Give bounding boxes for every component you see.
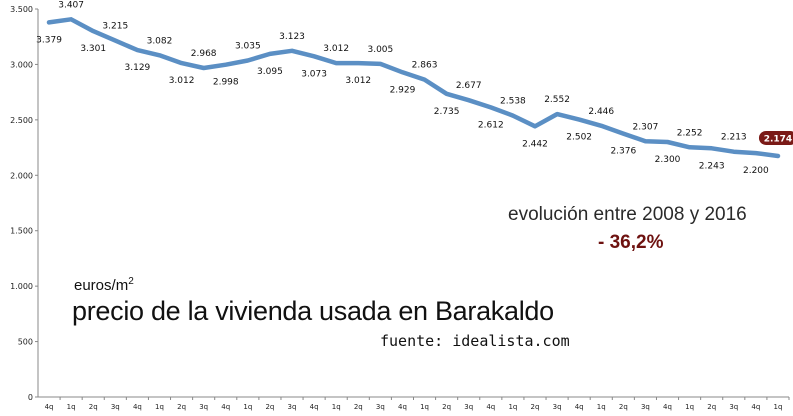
data-label: 2.252	[677, 128, 703, 138]
x-tick-label: 3q	[376, 403, 385, 411]
x-tick-label: 2q	[354, 403, 363, 411]
x-tick-label: 3q	[641, 403, 650, 411]
data-label: 2.243	[699, 161, 725, 171]
data-label: 3.123	[279, 32, 305, 42]
data-label: 3.407	[58, 0, 84, 10]
x-tick-label: 1q	[685, 403, 694, 411]
x-tick-label: 4q	[663, 403, 672, 411]
x-tick-label: 2q	[619, 403, 628, 411]
data-label: 3.012	[345, 76, 371, 86]
x-tick-label: 4q	[575, 403, 584, 411]
data-label: 3.129	[125, 63, 151, 73]
change-percentage: - 36,2%	[598, 232, 664, 253]
x-tick-label: 3q	[111, 403, 120, 411]
data-label: 3.379	[36, 35, 62, 45]
x-tick-label: 4q	[486, 403, 495, 411]
highlight-badge	[758, 130, 793, 145]
x-tick-label: 1q	[508, 403, 517, 411]
y-tick-label: 3.000	[10, 60, 33, 69]
x-tick-label: 2q	[177, 403, 186, 411]
x-tick-label: 4q	[751, 403, 760, 411]
data-label: 2.174	[764, 134, 792, 144]
data-label: 2.538	[500, 97, 526, 107]
x-tick-label: 4q	[221, 403, 230, 411]
x-tick-label: 3q	[288, 403, 297, 411]
data-label: 2.213	[721, 133, 747, 143]
x-tick-label: 2q	[531, 403, 540, 411]
x-tick-label: 2q	[707, 403, 716, 411]
y-tick-label: 0	[28, 393, 33, 402]
x-tick-label: 2q	[442, 403, 451, 411]
data-label: 3.012	[323, 44, 349, 54]
data-label: 2.552	[544, 95, 570, 105]
y-tick-label: 1.500	[10, 227, 33, 236]
x-tick-label: 3q	[464, 403, 473, 411]
units-text: euros/m	[74, 277, 129, 294]
units-label: euros/m2	[74, 276, 134, 294]
x-tick-label: 4q	[310, 403, 319, 411]
data-label: 3.073	[301, 69, 327, 79]
highlight-data-label: 2.174	[758, 130, 793, 145]
data-label: 3.012	[169, 76, 195, 86]
source-credit: fuente: idealista.com	[380, 332, 570, 350]
data-label: 3.005	[367, 45, 393, 55]
data-label: 2.863	[412, 61, 438, 71]
data-label: 3.095	[257, 67, 283, 77]
x-axis-ticks: 4q 1q 2q 3q 4q 1q 2q 3q 4q 1q 2q 3q 4q 1q 2q 3q 4q 1q 2q 3q…	[45, 397, 790, 411]
data-label: 3.082	[147, 36, 173, 46]
x-tick-label: 3q	[729, 403, 738, 411]
x-tick-label: 2q	[89, 403, 98, 411]
x-tick-label: 1q	[332, 403, 341, 411]
y-tick-label: 3.500	[10, 5, 33, 14]
y-tick-label: 2.000	[10, 171, 33, 180]
data-label: 2.968	[191, 49, 217, 59]
y-tick-label: 500	[18, 338, 33, 347]
data-label: 2.502	[566, 133, 592, 143]
data-label: 2.307	[633, 122, 659, 132]
x-tick-label: 4q	[133, 403, 142, 411]
data-label: 2.442	[522, 139, 548, 149]
chart-title: precio de la vivienda usada en Barakaldo	[72, 296, 554, 326]
data-label: 3.215	[102, 22, 128, 32]
x-tick-label: 1q	[774, 403, 783, 411]
data-labels: 3.379 3.407 3.301 3.215 3.129 3.082 3.012 2.968…	[36, 0, 793, 176]
x-tick-label: 3q	[553, 403, 562, 411]
x-tick-label: 1q	[67, 403, 76, 411]
x-tick-label: 4q	[398, 403, 407, 411]
x-tick-label: 1q	[155, 403, 164, 411]
data-label: 2.998	[213, 78, 239, 88]
x-tick-label: 4q	[45, 403, 54, 411]
x-tick-label: 2q	[265, 403, 274, 411]
data-label: 2.612	[478, 120, 504, 130]
evolution-caption: evolución entre 2008 y 2016	[508, 204, 747, 225]
x-tick-label: 1q	[420, 403, 429, 411]
y-tick-label: 1.000	[10, 282, 33, 291]
data-label: 2.200	[743, 166, 769, 176]
x-tick-label: 1q	[597, 403, 606, 411]
data-label: 2.300	[655, 155, 681, 165]
data-label: 3.035	[235, 42, 261, 52]
price-line	[46, 17, 781, 159]
y-axis-ticks: 0 500 1.000 1.500 2.000 2.500 3.000 3.500	[10, 5, 38, 402]
y-tick-label: 2.500	[10, 116, 33, 125]
price-series	[46, 17, 781, 159]
data-label: 2.677	[456, 81, 482, 91]
data-label: 3.301	[80, 44, 106, 54]
data-label: 2.929	[390, 85, 416, 95]
x-tick-label: 3q	[199, 403, 208, 411]
data-label: 2.735	[434, 107, 460, 117]
x-tick-label: 1q	[243, 403, 252, 411]
data-label: 2.446	[588, 107, 614, 117]
data-label: 2.376	[610, 147, 636, 157]
units-superscript: 2	[128, 276, 134, 287]
